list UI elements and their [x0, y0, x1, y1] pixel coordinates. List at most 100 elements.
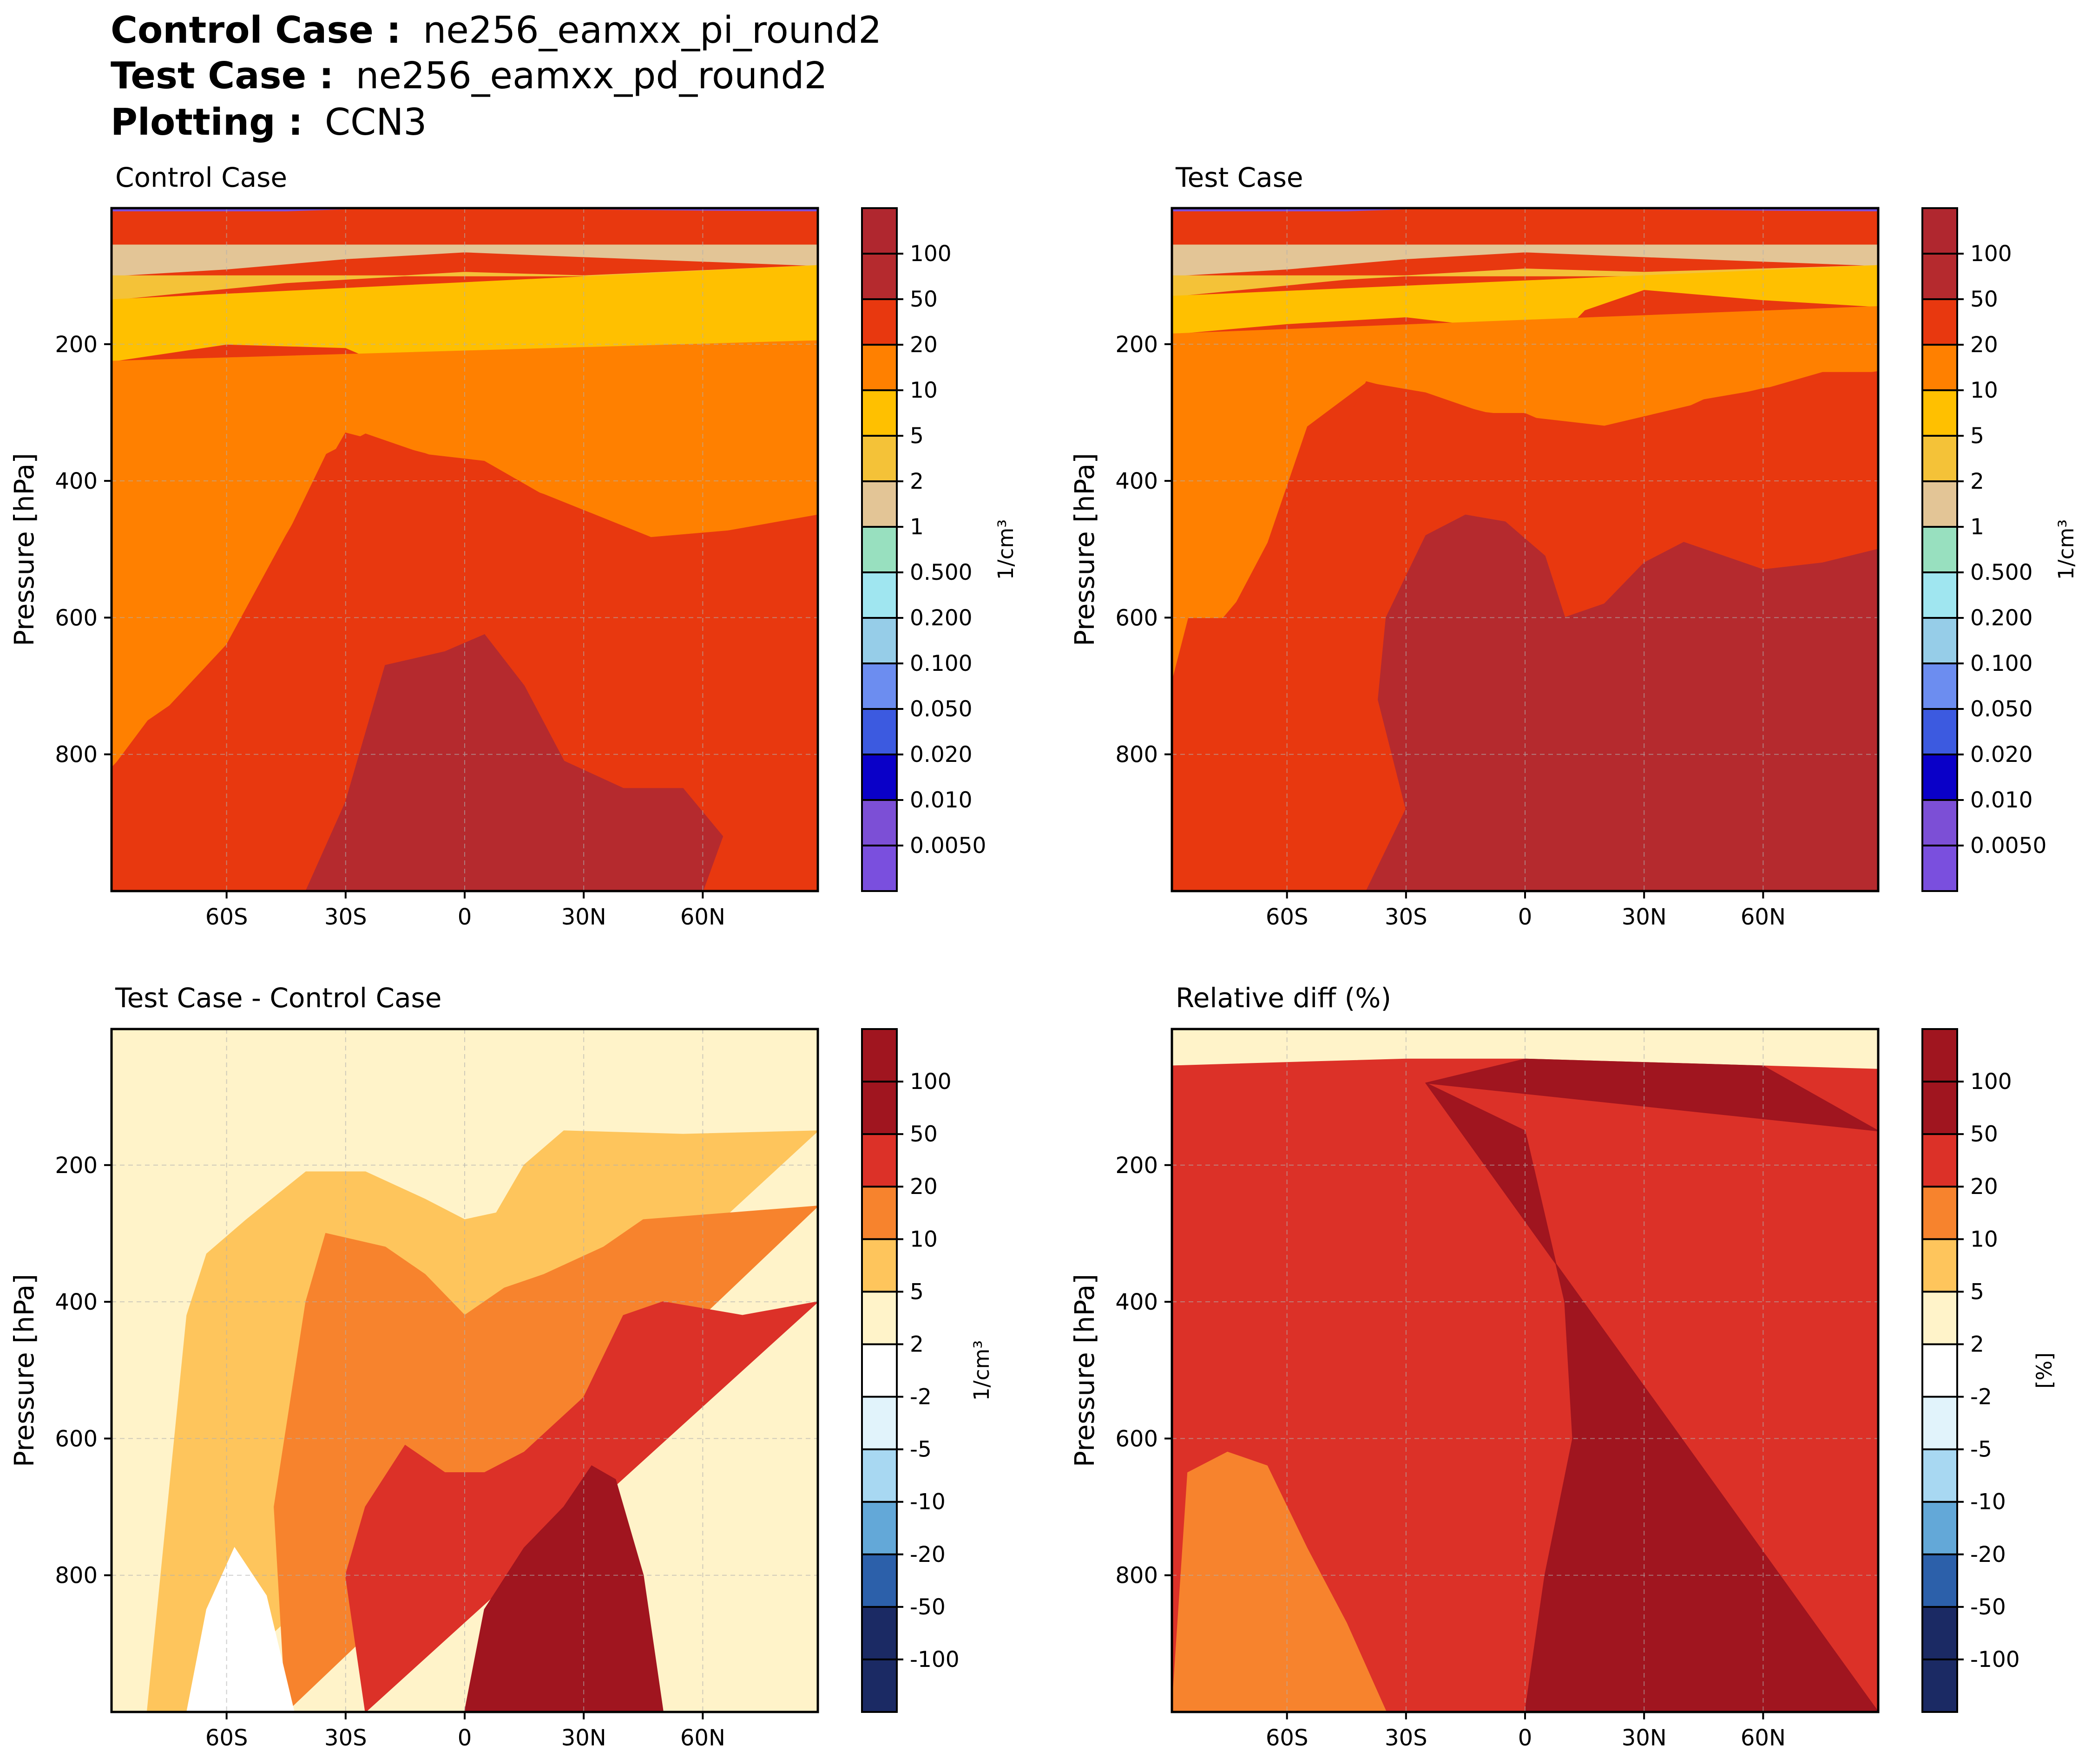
axis-ticks: 60S 30S 0 30N 60N 200 400 600 800 [1115, 332, 1785, 930]
gridlines [112, 1029, 818, 1712]
colorbar-label: [%] [2032, 1352, 2057, 1389]
panel-title: Test Case - Control Case [115, 982, 441, 1014]
panel-title: Relative diff (%) [1176, 982, 1391, 1014]
colorbar-tick-label: 100 [1970, 1069, 2012, 1095]
y-tick-label: 600 [55, 605, 98, 631]
colorbar-tick-label: 10 [910, 378, 938, 403]
colorbar-swatch [862, 1344, 897, 1397]
panel-title: Test Case [1175, 162, 1303, 193]
header-test-line: Test Case : ne256_eamxx_pd_round2 [111, 54, 828, 97]
colorbar-swatch [1922, 1344, 1957, 1397]
colorbar-tick-label: -100 [910, 1647, 960, 1672]
colorbar-swatch [862, 846, 897, 892]
colorbar-tick-label: 50 [1970, 1121, 1998, 1147]
colorbar-tick-label: 0.500 [1970, 560, 2033, 585]
colorbar-tick-label: 1 [1970, 514, 1984, 540]
colorbar-swatch [1922, 390, 1957, 436]
colorbar-tick-label: 0.100 [910, 651, 973, 676]
header-plotting-value: CCN3 [325, 101, 427, 144]
colorbar-tick-label: 10 [1970, 378, 1998, 403]
y-tick-label: 200 [1115, 1153, 1158, 1179]
panel-title: Control Case [115, 162, 287, 193]
header-plotting-line: Plotting : CCN3 [111, 101, 427, 144]
colorbar-tick-label: 0.200 [1970, 605, 2033, 631]
x-tick-label: 0 [458, 1725, 472, 1751]
colorbar-swatch [862, 208, 897, 254]
y-axis-label: Pressure [hPa] [8, 453, 40, 646]
colorbar-swatch [1922, 1292, 1957, 1344]
colorbar-tick-label: 10 [910, 1226, 938, 1252]
colorbar-tick-label: 5 [910, 1279, 924, 1305]
panel-relative-diff: Relative diff (%) 60S 30S 0 30N 60N 200 400 600… [1069, 982, 2057, 1751]
colorbar-tick-label: 1 [910, 514, 924, 540]
colorbar-tick-label: 2 [910, 469, 924, 494]
colorbar-swatch [862, 1659, 897, 1712]
x-tick-label: 60N [1741, 904, 1786, 930]
axis-ticks: 60S 30S 0 30N 60N 200 400 600 800 [55, 332, 725, 930]
colorbar-tick-label: 2 [910, 1331, 924, 1357]
axis-ticks: 60S 30S 0 30N 60N 200 400 600 800 [1115, 1153, 1785, 1751]
colorbar-swatch [862, 754, 897, 800]
colorbar-swatch [862, 709, 897, 755]
colorbar-swatch [862, 618, 897, 664]
colorbar-tick-label: 0.020 [910, 742, 973, 767]
colorbar: 100 50 20 10 5 2 -2 -5 -10 -20 -50 -100 [1921, 1028, 2020, 1713]
y-tick-label: 400 [55, 468, 98, 494]
x-tick-label: 60S [205, 1725, 248, 1751]
colorbar-tick-label: 50 [910, 287, 938, 312]
colorbar-swatch [862, 1239, 897, 1292]
colorbar: 100 50 20 10 5 2 1 0.500 0.200 0.100 0.050 0.020 0.0… [1921, 207, 2046, 892]
y-tick-label: 200 [55, 332, 98, 358]
colorbar-swatch [862, 1187, 897, 1239]
colorbar-frame [861, 1028, 898, 1713]
colorbar-swatch [862, 299, 897, 345]
x-tick-label: 30N [1622, 904, 1667, 930]
colorbar-swatch [1922, 1082, 1957, 1134]
colorbar-tick-label: -20 [910, 1542, 946, 1567]
colorbar-swatch [1922, 1239, 1957, 1292]
y-tick-label: 800 [55, 1563, 98, 1589]
colorbar-tick-label: 20 [910, 1174, 938, 1200]
x-tick-label: 30S [1385, 1725, 1427, 1751]
gridlines [1172, 1029, 1878, 1712]
colorbar-swatch [1922, 1502, 1957, 1555]
colorbar-tick-label: -5 [910, 1437, 932, 1462]
colorbar-tick-label: 0.010 [910, 787, 973, 813]
colorbar-tick-label: 20 [910, 332, 938, 358]
x-tick-label: 30N [1622, 1725, 1667, 1751]
x-tick-label: 0 [458, 904, 472, 930]
colorbar-swatch [862, 572, 897, 618]
colorbar-swatch [862, 1082, 897, 1134]
colorbar-tick-label: 0.050 [910, 696, 973, 722]
y-axis-label: Pressure [hPa] [1069, 453, 1100, 646]
colorbar-swatch [862, 527, 897, 573]
colorbar-tick-label: 0.100 [1970, 651, 2033, 676]
colorbar-tick-label: 0.500 [910, 560, 973, 585]
colorbar-frame [1921, 1028, 1958, 1713]
colorbar-swatch [862, 663, 897, 709]
colorbar-tick-label: 0.020 [1970, 742, 2033, 767]
colorbar-swatch [1922, 572, 1957, 618]
colorbar-swatch [1922, 1029, 1957, 1082]
colorbar-swatch [862, 800, 897, 846]
gridlines [1172, 208, 1878, 891]
colorbar-tick-label: 5 [1970, 1279, 1984, 1305]
x-tick-label: 60S [1266, 1725, 1309, 1751]
colorbar-tick-label: 2 [1970, 469, 1984, 494]
y-tick-label: 400 [1115, 468, 1158, 494]
y-tick-label: 800 [1115, 742, 1158, 768]
colorbar-swatch [1922, 1397, 1957, 1450]
colorbar-swatch [1922, 754, 1957, 800]
colorbar: 100 50 20 10 5 2 -2 -5 -10 -20 -50 -100 [861, 1028, 960, 1713]
x-tick-label: 60N [680, 1725, 725, 1751]
x-tick-label: 60S [1266, 904, 1309, 930]
colorbar-swatch [1922, 800, 1957, 846]
y-tick-label: 200 [1115, 332, 1158, 358]
colorbar-swatch [862, 1397, 897, 1450]
colorbar-tick-label: 0.0050 [1970, 833, 2046, 859]
colorbar-swatch [1922, 254, 1957, 300]
header-test-key: Test Case : [111, 54, 334, 97]
panel-control-case: Control Case 60S 30S 0 30N 60N 200 400 600 800 P… [8, 162, 1018, 930]
colorbar-swatch [1922, 1449, 1957, 1502]
